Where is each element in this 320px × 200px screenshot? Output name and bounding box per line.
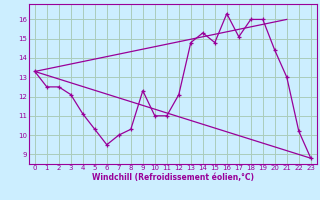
X-axis label: Windchill (Refroidissement éolien,°C): Windchill (Refroidissement éolien,°C): [92, 173, 254, 182]
